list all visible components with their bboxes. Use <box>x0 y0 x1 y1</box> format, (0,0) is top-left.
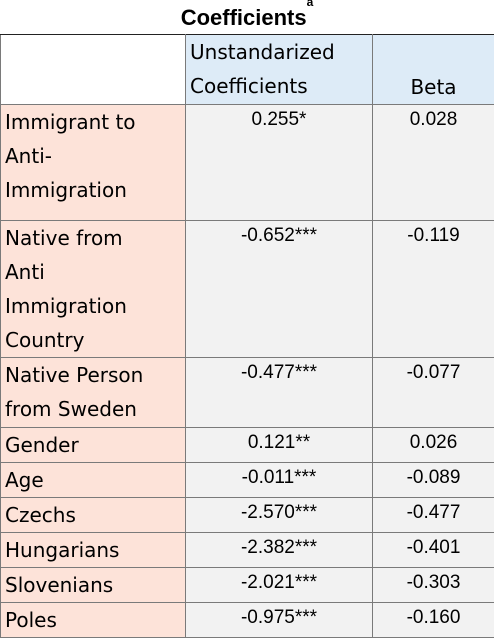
beta-value: -0.477 <box>373 498 494 533</box>
table-title-text: Coefficients <box>181 5 307 30</box>
beta-value: 0.028 <box>373 105 494 221</box>
beta-value: -0.303 <box>373 568 494 603</box>
beta-value: -0.077 <box>373 358 494 428</box>
row-label: Age <box>1 463 186 498</box>
table-title: Coefficientsa <box>0 0 494 34</box>
row-label-line: Anti <box>5 255 185 289</box>
header-corner-cell <box>1 35 186 105</box>
unstandardized-value: 0.121** <box>186 428 373 463</box>
header-unstandardized-line2: Coefficients <box>190 69 372 103</box>
row-label-line: Immigrant to <box>5 105 185 139</box>
unstandardized-value: -2.382*** <box>186 533 373 568</box>
row-label: Gender <box>1 428 186 463</box>
table-row: Gender 0.121** 0.026 <box>1 428 494 463</box>
table-row: Age -0.011*** -0.089 <box>1 463 494 498</box>
beta-value: -0.089 <box>373 463 494 498</box>
row-label-line: Native from <box>5 221 185 255</box>
table-row: Czechs -2.570*** -0.477 <box>1 498 494 533</box>
beta-value: -0.160 <box>373 603 494 638</box>
unstandardized-value: -0.011*** <box>186 463 373 498</box>
unstandardized-value: -0.652*** <box>186 221 373 358</box>
row-label: Poles <box>1 603 186 638</box>
row-label-line: Country <box>5 323 185 357</box>
unstandardized-value: -0.975*** <box>186 603 373 638</box>
header-beta: Beta <box>373 35 494 105</box>
beta-value: -0.119 <box>373 221 494 358</box>
table-title-superscript: a <box>307 0 314 9</box>
row-label-line: from Sweden <box>5 392 185 426</box>
table-row: Hungarians -2.382*** -0.401 <box>1 533 494 568</box>
row-label-line: Immigration <box>5 173 185 207</box>
unstandardized-value: -2.570*** <box>186 498 373 533</box>
table-row: Slovenians -2.021*** -0.303 <box>1 568 494 603</box>
row-label-line: Anti- <box>5 139 185 173</box>
row-label-line: Immigration <box>5 289 185 323</box>
beta-value: 0.026 <box>373 428 494 463</box>
row-label: Czechs <box>1 498 186 533</box>
unstandardized-value: 0.255* <box>186 105 373 221</box>
unstandardized-value: -0.477*** <box>186 358 373 428</box>
header-unstandardized-line1: Unstandarized <box>190 35 372 69</box>
row-label-line: Native Person <box>5 358 185 392</box>
table-row: Poles -0.975*** -0.160 <box>1 603 494 638</box>
row-label: Hungarians <box>1 533 186 568</box>
row-label: Slovenians <box>1 568 186 603</box>
unstandardized-value: -2.021*** <box>186 568 373 603</box>
beta-value: -0.401 <box>373 533 494 568</box>
